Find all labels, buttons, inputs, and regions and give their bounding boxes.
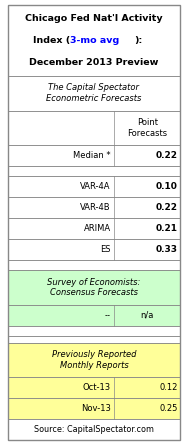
Bar — [8, 176, 180, 197]
Text: Point
Forecasts: Point Forecasts — [127, 118, 167, 138]
Text: 0.25: 0.25 — [159, 404, 177, 413]
Bar — [8, 218, 180, 239]
Bar — [8, 218, 180, 239]
Bar — [8, 419, 180, 440]
Text: 0.10: 0.10 — [156, 182, 177, 191]
Bar — [8, 419, 180, 440]
Bar — [8, 110, 180, 145]
Text: ES: ES — [100, 245, 111, 254]
Bar — [8, 145, 180, 166]
Text: Nov-13: Nov-13 — [81, 404, 111, 413]
Bar — [8, 145, 180, 166]
Text: 0.22: 0.22 — [155, 151, 177, 160]
Bar — [8, 326, 180, 336]
Text: ARIMA: ARIMA — [84, 224, 111, 233]
Bar — [8, 376, 180, 397]
Text: 0.22: 0.22 — [155, 203, 177, 212]
Bar — [8, 5, 180, 76]
Text: ):: ): — [134, 36, 142, 45]
Bar — [8, 166, 180, 176]
Text: The Capital Spectator
Econometric Forecasts: The Capital Spectator Econometric Foreca… — [46, 84, 142, 103]
Bar — [8, 166, 180, 176]
Bar — [8, 305, 180, 326]
Text: --: -- — [105, 311, 111, 320]
Text: VAR-4A: VAR-4A — [80, 182, 111, 191]
Bar — [8, 270, 180, 305]
Bar — [8, 260, 180, 270]
Bar — [8, 76, 180, 110]
Text: Previously Reported
Monthly Reports: Previously Reported Monthly Reports — [52, 350, 136, 369]
Text: 0.33: 0.33 — [155, 245, 177, 254]
Bar — [8, 176, 180, 197]
Bar — [8, 260, 180, 270]
Text: December 2013 Preview: December 2013 Preview — [29, 58, 159, 67]
Bar — [8, 336, 180, 343]
Bar — [8, 343, 180, 376]
Bar — [8, 376, 180, 397]
Bar — [8, 197, 180, 218]
Bar — [8, 239, 180, 260]
Bar — [8, 336, 180, 343]
Bar — [8, 326, 180, 336]
Text: n/a: n/a — [140, 311, 154, 320]
Bar — [8, 397, 180, 419]
Text: Median *: Median * — [73, 151, 111, 160]
Bar — [8, 76, 180, 110]
Text: Index (: Index ( — [33, 36, 70, 45]
Bar — [8, 397, 180, 419]
Text: 3-mo avg: 3-mo avg — [70, 36, 119, 45]
Bar — [8, 343, 180, 376]
Bar — [8, 197, 180, 218]
Bar — [8, 239, 180, 260]
Bar — [8, 110, 180, 145]
Bar — [8, 5, 180, 76]
Text: 0.12: 0.12 — [159, 383, 177, 392]
Text: Source: CapitalSpectator.com: Source: CapitalSpectator.com — [34, 425, 154, 433]
Text: Survey of Economists:
Consensus Forecasts: Survey of Economists: Consensus Forecast… — [47, 278, 141, 297]
Text: Oct-13: Oct-13 — [83, 383, 111, 392]
Bar — [8, 270, 180, 305]
Text: VAR-4B: VAR-4B — [80, 203, 111, 212]
Bar — [8, 305, 180, 326]
Text: 0.21: 0.21 — [155, 224, 177, 233]
Text: Chicago Fed Nat'l Activity: Chicago Fed Nat'l Activity — [25, 14, 163, 23]
